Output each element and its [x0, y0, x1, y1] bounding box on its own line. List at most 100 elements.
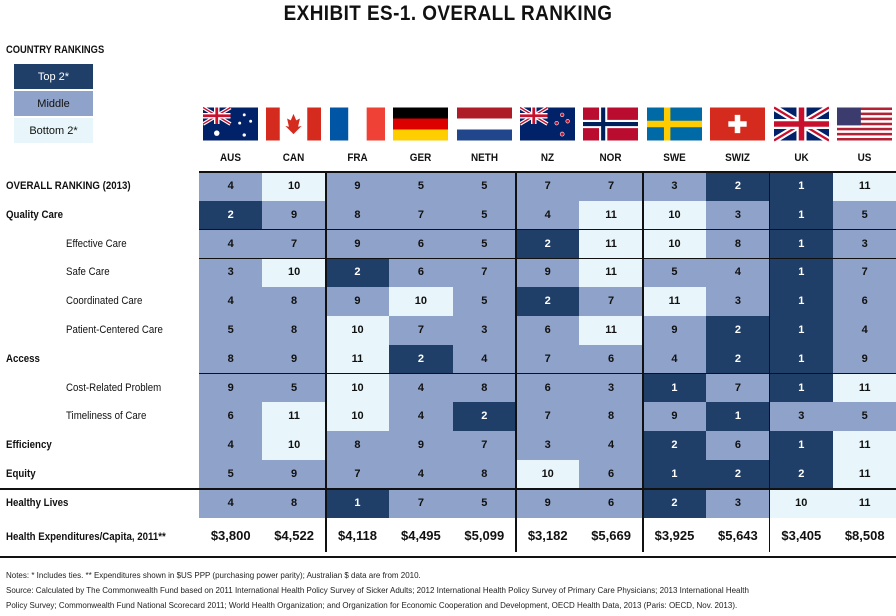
rank-cell: 9 [262, 200, 326, 231]
country-header-aus: AUS [220, 152, 241, 164]
legend-title: COUNTRY RANKINGS [6, 44, 105, 56]
rank-cell: 6 [579, 488, 643, 519]
rank-cell: 7 [516, 402, 580, 432]
flag-nor-icon [583, 106, 639, 142]
country-header-swe: SWE [663, 152, 686, 164]
rank-cell: 6 [516, 373, 580, 403]
rank-cell: 2 [199, 200, 263, 231]
rank-cell: 5 [452, 229, 516, 259]
rank-cell: 9 [262, 344, 326, 375]
column-divider [515, 172, 517, 552]
rank-cell: 3 [833, 229, 896, 259]
rank-cell: 10 [389, 287, 453, 317]
row-label: Healthy Lives [6, 496, 69, 509]
rank-cell: 1 [769, 316, 833, 346]
rank-cell: 2 [642, 488, 707, 519]
row-label: Cost-Related Problem [66, 381, 162, 394]
row-label: Patient-Centered Care [66, 324, 163, 336]
rank-cell: 1 [769, 287, 833, 317]
rank-cell: 4 [579, 431, 643, 461]
expenditure-cell: $5,099 [452, 519, 516, 552]
rank-cell: 6 [516, 316, 580, 346]
rank-cell: 7 [833, 258, 896, 288]
rank-cell: 5 [833, 200, 896, 231]
row-label: Timeliness of Care [66, 410, 147, 423]
rank-cell: 10 [642, 229, 707, 259]
rank-cell: 11 [579, 200, 643, 231]
rank-cell: 4 [642, 344, 707, 375]
rank-cell: 8 [262, 316, 326, 346]
table-divider [199, 372, 896, 375]
expenditure-cell: $5,643 [706, 519, 770, 552]
rank-cell: 11 [325, 344, 390, 375]
notes: Notes: * Includes ties. ** Expenditures … [6, 568, 749, 613]
exhibit-title: EXHIBIT ES-1. OVERALL RANKING [283, 2, 613, 25]
rank-cell: 4 [199, 172, 263, 202]
country-header-ger: GER [409, 152, 432, 164]
rank-cell: 7 [262, 229, 326, 259]
rank-cell: 5 [452, 172, 516, 202]
rank-cell: 7 [452, 431, 516, 461]
rank-cell: 11 [833, 460, 896, 490]
rank-cell: 2 [706, 172, 770, 202]
rank-cell: 2 [642, 431, 707, 461]
rank-cell: 1 [769, 373, 833, 403]
expenditure-cell: $4,522 [262, 519, 326, 552]
rank-cell: 3 [579, 373, 643, 403]
rank-cell: 7 [389, 200, 453, 231]
expenditure-cell: $8,508 [833, 519, 896, 552]
rank-cell: 1 [325, 488, 390, 519]
rank-cell: 10 [516, 460, 580, 490]
rank-cell: 9 [389, 431, 453, 461]
rank-cell: 11 [833, 488, 896, 519]
legend-bottom: Bottom 2* [14, 118, 93, 143]
expenditure-cell: $3,182 [516, 519, 580, 552]
rank-cell: 7 [325, 460, 390, 490]
rank-cell: 7 [579, 172, 643, 202]
rank-cell: 3 [706, 488, 770, 519]
legend-middle: Middle [14, 91, 93, 116]
rank-cell: 5 [262, 373, 326, 403]
country-header-fra: FRA [347, 152, 368, 164]
rank-cell: 10 [642, 200, 707, 231]
rank-cell: 6 [389, 229, 453, 259]
rank-cell: 9 [325, 229, 390, 259]
rank-cell: 4 [833, 316, 896, 346]
table-divider [199, 171, 896, 173]
rank-cell: 11 [579, 229, 643, 259]
rank-cell: 1 [769, 172, 833, 202]
rank-cell: 7 [516, 172, 580, 202]
rank-cell: 11 [642, 287, 707, 317]
rank-cell: 1 [769, 344, 833, 375]
column-divider [642, 172, 644, 552]
rank-cell: 5 [199, 460, 263, 490]
rank-cell: 4 [516, 200, 580, 231]
rank-cell: 3 [769, 402, 833, 432]
column-divider [325, 172, 327, 552]
footer-divider [0, 556, 896, 558]
rank-cell: 8 [452, 460, 516, 490]
rank-cell: 5 [642, 258, 707, 288]
rank-cell: 4 [199, 431, 263, 461]
expenditure-cell: $3,925 [642, 519, 707, 552]
rank-cell: 2 [516, 287, 580, 317]
row-label: Quality Care [6, 208, 64, 221]
rank-cell: 11 [579, 316, 643, 346]
rank-cell: 9 [516, 258, 580, 288]
country-header-us: US [857, 152, 872, 164]
country-header-uk: UK [793, 152, 809, 164]
rank-cell: 3 [516, 431, 580, 461]
rank-cell: 6 [833, 287, 896, 317]
rank-cell: 9 [325, 172, 390, 202]
expenditure-cell: $5,669 [579, 519, 643, 552]
rank-cell: 11 [833, 431, 896, 461]
expenditures-label: Health Expenditures/Capita, 2011** [6, 530, 166, 543]
rank-cell: 7 [389, 316, 453, 346]
flag-swiz-icon [710, 106, 766, 142]
rank-cell: 1 [642, 460, 707, 490]
rank-cell: 1 [769, 431, 833, 461]
rank-cell: 9 [642, 316, 707, 346]
rank-cell: 6 [579, 460, 643, 490]
rank-cell: 1 [769, 200, 833, 231]
